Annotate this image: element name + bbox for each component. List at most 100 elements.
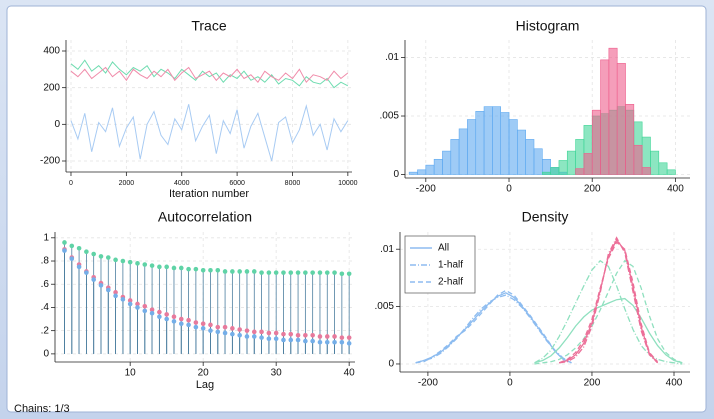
y-tick-label: 400 <box>43 46 60 57</box>
x-axis-label: Lag <box>196 379 214 391</box>
x-tick-label: 0 <box>507 378 513 389</box>
stem-marker <box>76 264 82 270</box>
histogram-bar <box>550 167 560 175</box>
stem-marker <box>288 331 294 337</box>
legend-label: 2-half <box>438 277 463 288</box>
y-tick-label: .2 <box>41 325 50 336</box>
x-tick-label: 8000 <box>285 180 301 187</box>
histogram-bar <box>666 169 676 175</box>
stem-marker <box>273 330 279 336</box>
stem-marker <box>317 334 323 339</box>
stem-marker <box>244 328 250 333</box>
stem-marker <box>157 309 162 315</box>
y-tick-label: 1 <box>43 232 49 243</box>
stem-marker <box>259 329 264 335</box>
stem-marker <box>98 254 104 259</box>
series-line <box>559 236 659 364</box>
histogram-bar <box>533 148 543 175</box>
stem-marker <box>222 330 228 336</box>
stem-marker <box>230 331 235 337</box>
histogram-bar <box>575 168 585 175</box>
y-tick-label: 0 <box>393 169 399 180</box>
histogram-bar <box>458 128 468 175</box>
stem-marker <box>288 337 294 343</box>
x-tick-label: 10000 <box>338 180 358 187</box>
stem-marker <box>288 270 294 275</box>
y-tick-label: .01 <box>385 52 399 63</box>
stem-marker <box>303 333 308 338</box>
histogram-bar <box>583 153 593 175</box>
histogram-bar <box>616 63 626 175</box>
y-tick-label: 0 <box>43 349 49 360</box>
histogram-bar <box>558 160 568 175</box>
histogram-bar <box>658 162 668 175</box>
stem-marker <box>251 269 257 274</box>
stem-marker <box>91 251 96 257</box>
stem-marker <box>157 314 162 320</box>
stem-marker <box>135 261 140 266</box>
x-tick-label: 10 <box>125 368 137 379</box>
stem-marker <box>332 339 337 345</box>
histogram-bar <box>450 139 460 175</box>
stem-marker <box>324 334 330 339</box>
x-tick-label: -200 <box>416 184 436 195</box>
stem-marker <box>208 322 213 328</box>
series-line <box>415 289 572 364</box>
stem-marker <box>178 316 184 322</box>
histogram-bar <box>650 150 660 175</box>
legend-label: All <box>438 243 449 254</box>
histogram-bar <box>467 119 477 175</box>
stem-marker <box>281 337 286 343</box>
stem-marker <box>76 245 82 251</box>
chart-title: Trace <box>191 18 226 34</box>
histogram-bar <box>600 59 610 175</box>
stem-marker <box>332 334 337 339</box>
y-tick-label: 0 <box>388 359 394 370</box>
stem-marker <box>230 326 235 331</box>
stem-marker <box>157 264 162 270</box>
histogram-bar <box>641 167 651 175</box>
x-tick-label: 4000 <box>174 180 190 187</box>
stem-marker <box>84 270 89 275</box>
stem-marker <box>69 243 75 249</box>
y-tick-label: .8 <box>41 256 50 267</box>
stem-marker <box>178 321 184 326</box>
stem-marker <box>281 270 286 275</box>
stem-marker <box>259 270 264 275</box>
stem-marker <box>303 338 308 344</box>
stem-marker <box>164 316 169 322</box>
stem-marker <box>295 333 301 338</box>
stem-marker <box>310 270 315 275</box>
stem-marker <box>186 266 191 272</box>
stem-marker <box>295 337 301 343</box>
series-line <box>70 66 349 84</box>
histogram-bar <box>508 119 518 175</box>
stem-marker <box>142 262 148 267</box>
y-tick-label: .6 <box>41 279 50 290</box>
series-line <box>534 297 683 364</box>
legend-box <box>404 235 476 294</box>
stem-marker <box>215 329 221 335</box>
x-tick-label: 2000 <box>119 180 135 187</box>
stem-marker <box>244 334 250 339</box>
stem-marker <box>266 330 272 336</box>
stem-marker <box>324 270 330 275</box>
y-tick-label: .01 <box>380 244 394 255</box>
stem-marker <box>135 305 140 310</box>
stem-marker <box>120 258 126 264</box>
stem-marker <box>178 265 184 271</box>
stem-marker <box>251 334 257 339</box>
series-line <box>70 59 349 89</box>
stem-marker <box>69 256 75 261</box>
histogram-bar <box>442 150 452 175</box>
stem-marker <box>237 333 242 338</box>
stem-marker <box>273 336 279 342</box>
x-tick-label: 40 <box>344 368 356 379</box>
stem-marker <box>346 271 352 277</box>
stem-marker <box>324 339 330 345</box>
series-line <box>534 259 683 365</box>
stem-marker <box>186 322 191 328</box>
stem-marker <box>105 255 111 260</box>
stem-marker <box>149 310 155 316</box>
